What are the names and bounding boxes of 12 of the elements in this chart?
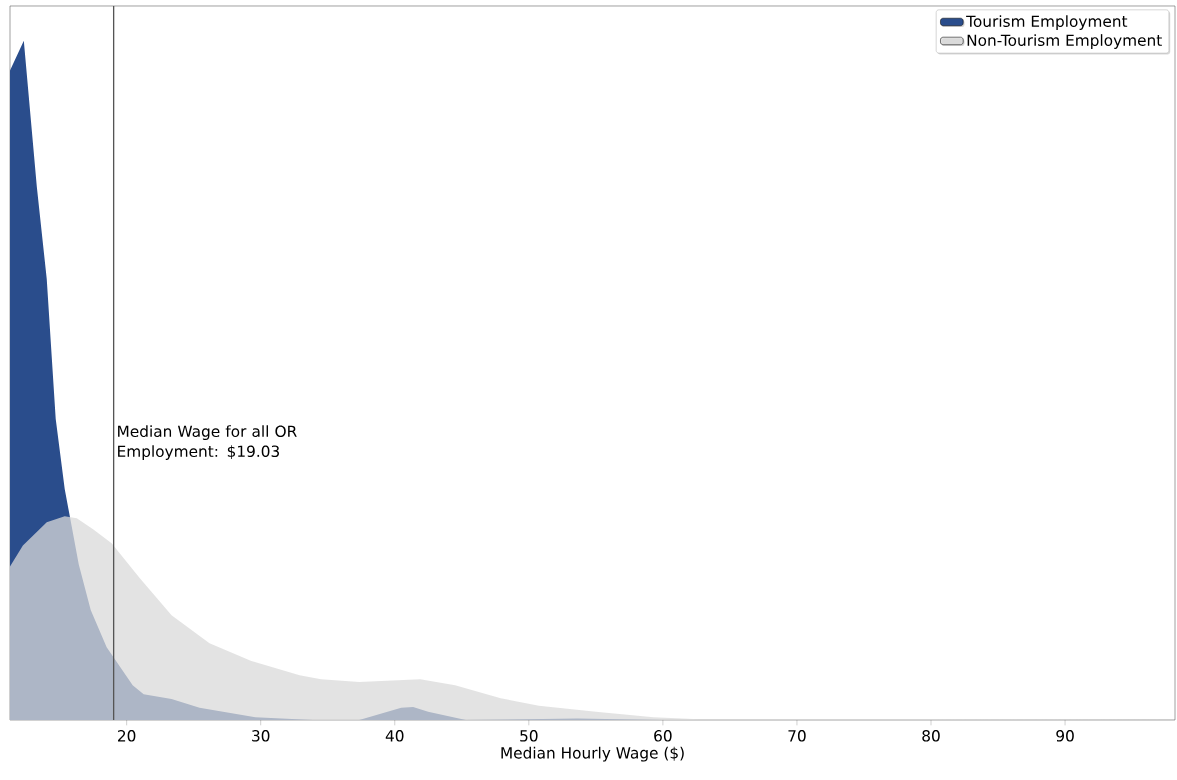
x-tick-label: 20 xyxy=(118,730,136,742)
x-tick-label: 30 xyxy=(252,730,270,742)
x-tick-label: 70 xyxy=(788,730,806,742)
x-tick-label: 50 xyxy=(520,730,538,742)
x-tick-label: 40 xyxy=(385,730,404,742)
x-tick-label: 90 xyxy=(1056,730,1074,742)
x-axis-title: Median Hourly Wage ($) xyxy=(501,746,684,762)
x-tick-label: 80 xyxy=(922,730,940,742)
x-tick-label: 60 xyxy=(654,730,672,742)
legend-label: Non-Tourism Employment xyxy=(967,34,1162,49)
ref-line-label: Median Wage for all OR Employment: $19.03 xyxy=(118,425,297,460)
legend-label: Tourism Employment xyxy=(966,15,1128,30)
